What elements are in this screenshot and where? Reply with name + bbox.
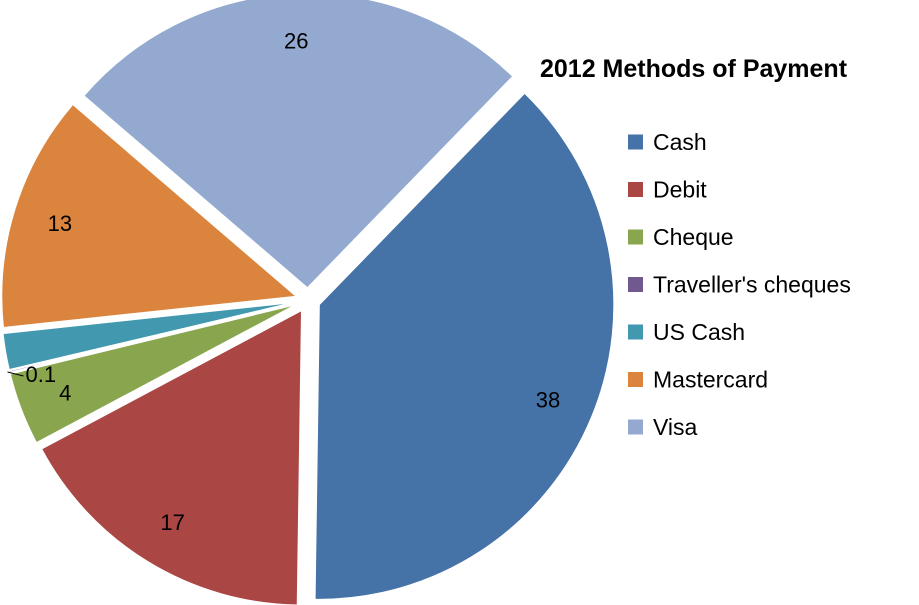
leader-line-traveller-s-cheques [7,371,24,377]
data-label-traveller-s-cheques: 0.1 [25,362,56,387]
legend-swatch-visa [628,419,643,435]
legend-label-traveller-s-cheques: Traveller's cheques [653,272,851,298]
slice-mastercard [0,103,299,329]
data-label-cash: 38 [536,387,560,412]
data-label-mastercard: 13 [48,211,72,236]
pie-slices [0,0,615,605]
legend-swatch-debit [628,182,643,197]
legend-swatch-cheque [628,229,643,245]
slice-cheque [9,303,298,444]
legend: Cash Debit Cheque Traveller's cheques US Cas… [628,129,851,440]
slice-us-cash [2,301,297,371]
legend-label-us-cash: US Cash [653,319,745,345]
legend-swatch-cash [628,134,643,150]
legend-swatch-us-cash [628,324,643,340]
chart-title: 2012 Methods of Payment [540,55,848,83]
data-label-debit: 17 [160,510,184,535]
slice-debit [40,308,303,605]
slice-cash [314,91,615,601]
legend-label-visa: Visa [653,414,698,440]
slice-visa [82,0,515,290]
legend-label-debit: Debit [653,177,707,203]
legend-label-cash: Cash [653,129,707,155]
legend-swatch-traveller-s-cheques [628,277,643,292]
legend-label-mastercard: Mastercard [653,367,768,393]
data-label-visa: 26 [284,28,308,53]
legend-label-cheque: Cheque [653,224,734,250]
data-label-cheque: 4 [59,380,71,405]
legend-swatch-mastercard [628,372,643,387]
